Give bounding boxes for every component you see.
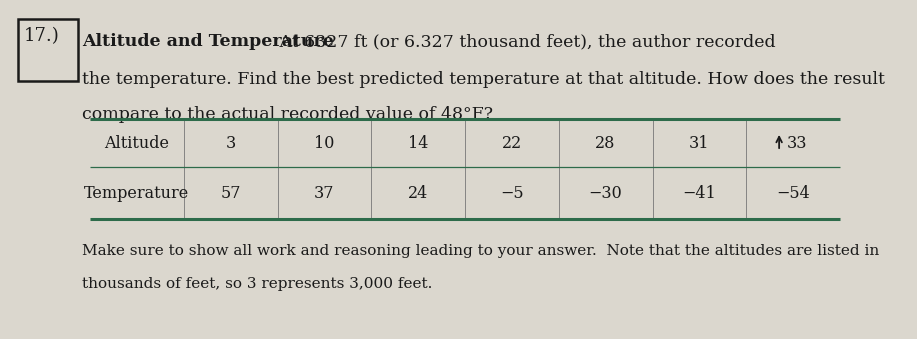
Text: thousands of feet, so 3 represents 3,000 feet.: thousands of feet, so 3 represents 3,000… (82, 277, 433, 291)
Text: Altitude and Temperature: Altitude and Temperature (82, 33, 334, 50)
Text: −41: −41 (682, 184, 716, 201)
Text: 33: 33 (787, 135, 807, 152)
Text: 3: 3 (226, 135, 236, 152)
Text: 57: 57 (220, 184, 241, 201)
Text: 10: 10 (315, 135, 335, 152)
Text: At 6327 ft (or 6.327 thousand feet), the author recorded: At 6327 ft (or 6.327 thousand feet), the… (274, 33, 776, 50)
Text: Make sure to show all work and reasoning leading to your answer.  Note that the : Make sure to show all work and reasoning… (82, 244, 879, 258)
Text: −30: −30 (589, 184, 623, 201)
Text: 31: 31 (689, 135, 710, 152)
Text: 22: 22 (502, 135, 522, 152)
Text: −5: −5 (500, 184, 524, 201)
Text: Temperature: Temperature (84, 184, 190, 201)
Text: 14: 14 (408, 135, 428, 152)
Text: 37: 37 (315, 184, 335, 201)
Text: 17.): 17.) (24, 27, 60, 45)
Bar (18, 19, 78, 81)
Text: 24: 24 (408, 184, 428, 201)
Text: 28: 28 (595, 135, 616, 152)
Text: −54: −54 (777, 184, 810, 201)
Text: the temperature. Find the best predicted temperature at that altitude. How does : the temperature. Find the best predicted… (82, 71, 885, 88)
Text: compare to the actual recorded value of 48°F?: compare to the actual recorded value of … (82, 106, 493, 123)
Text: Altitude: Altitude (105, 135, 170, 152)
